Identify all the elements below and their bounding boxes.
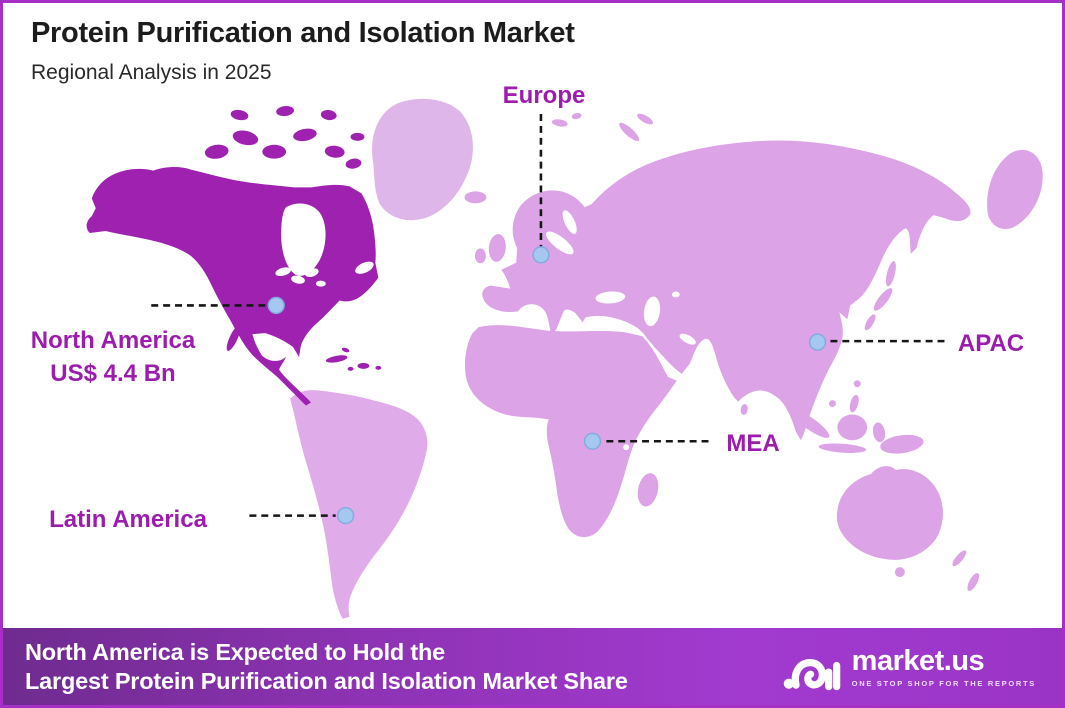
footer-banner: North America is Expected to Hold the La… <box>3 628 1062 705</box>
region-label-mea: MEA <box>726 430 780 457</box>
map-region-south-america <box>290 390 428 619</box>
marker-apac <box>808 333 827 351</box>
marketus-logo-icon <box>783 658 840 690</box>
marker-europe <box>532 246 550 264</box>
map-region-africa <box>464 325 677 538</box>
footer-headline-line2: Largest Protein Purification and Isolati… <box>25 667 628 694</box>
footer-headline-line1: North America is Expected to Hold the <box>25 638 446 665</box>
marketus-brand-name: market.us <box>851 644 985 677</box>
region-label-latin-america: Latin America <box>49 506 207 533</box>
marker-north-america <box>267 296 285 315</box>
map-region-greenland <box>372 98 473 221</box>
marketus-logo: market.us ONE STOP SHOP FOR THE REPORTS <box>783 642 1036 692</box>
map-region-eurasia <box>464 112 1043 441</box>
region-label-north-america-name: North America <box>30 327 196 354</box>
map-region-oceania <box>789 408 980 592</box>
region-label-europe: Europe <box>502 82 586 109</box>
marketus-logo-text: market.us ONE STOP SHOP FOR THE REPORTS <box>852 646 1036 688</box>
page-title: Protein Purification and Isolation Marke… <box>31 17 575 49</box>
region-label-apac: APAC <box>957 330 1025 357</box>
map-lake-victoria <box>623 444 630 451</box>
footer-headline: North America is Expected to Hold the La… <box>25 638 628 696</box>
marker-latin-america <box>336 506 355 525</box>
region-markers <box>267 246 827 525</box>
marker-mea <box>583 432 602 450</box>
map-seas-eurasia <box>545 210 696 345</box>
page-subtitle: Regional Analysis in 2025 <box>31 61 272 84</box>
marketus-tagline: ONE STOP SHOP FOR THE REPORTS <box>851 678 1036 688</box>
world-map <box>86 98 1043 619</box>
region-value-north-america: US$ 4.4 Bn <box>50 359 176 387</box>
map-lakes-north-america <box>275 203 374 287</box>
header: Protein Purification and Isolation Marke… <box>31 17 575 85</box>
region-label-north-america: North America US$ 4.4 Bn <box>31 327 195 389</box>
leader-lines <box>151 114 945 517</box>
